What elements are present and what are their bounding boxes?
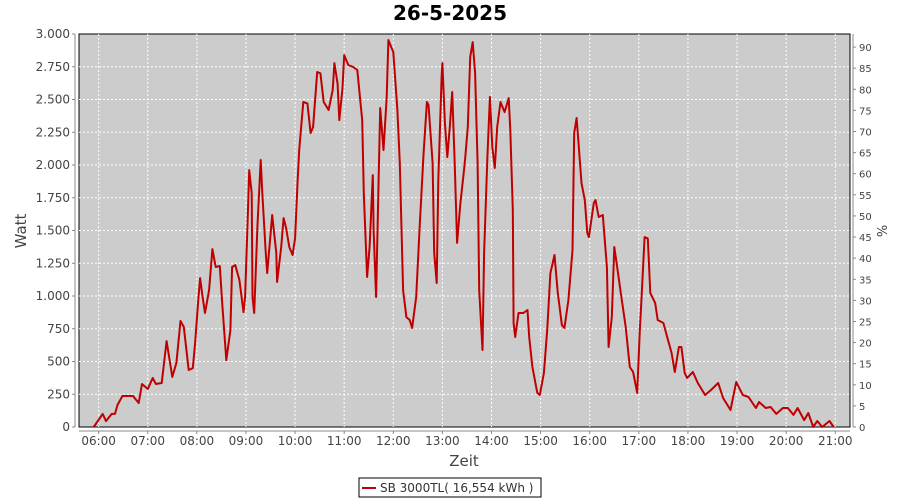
x-tick-label: 15:00 <box>523 434 558 448</box>
y2-tick-label: 10 <box>859 381 872 392</box>
y2-tick-label: 65 <box>859 149 872 160</box>
y2-tick-label: 90 <box>859 43 872 54</box>
x-tick-label: 13:00 <box>425 434 460 448</box>
y2-tick-label: 80 <box>859 85 872 96</box>
y2-tick-label: 25 <box>859 317 872 328</box>
y2-tick-label: 30 <box>859 296 872 307</box>
y-tick-label: 250 <box>47 387 70 401</box>
x-tick-label: 10:00 <box>278 434 313 448</box>
x-tick-label: 06:00 <box>81 434 116 448</box>
y-tick-label: 1.000 <box>36 289 70 303</box>
y2-tick-label: 0 <box>859 423 865 434</box>
y2-tick-label: 15 <box>859 360 872 371</box>
y2-tick-label: 45 <box>859 233 872 244</box>
x-tick-label: 16:00 <box>572 434 607 448</box>
y2-tick-label: 85 <box>859 64 872 75</box>
x-tick-label: 09:00 <box>229 434 264 448</box>
y-tick-label: 0 <box>62 420 70 434</box>
series-line <box>92 39 835 428</box>
x-tick-label: 14:00 <box>474 434 509 448</box>
series-group <box>92 39 835 428</box>
y-tick-label: 3.000 <box>36 27 70 41</box>
y2-tick-label: 55 <box>859 191 872 202</box>
grid <box>79 34 850 427</box>
y-tick-label: 750 <box>47 322 70 336</box>
y-tick-label: 2.750 <box>36 60 70 74</box>
y2-tick-label: 40 <box>859 254 872 265</box>
legend-label: SB 3000TL( 16,554 kWh ) <box>380 481 533 495</box>
x-tick-label: 18:00 <box>671 434 706 448</box>
y2-tick-label: 50 <box>859 212 872 223</box>
x-tick-label: 12:00 <box>376 434 411 448</box>
x-tick-label: 07:00 <box>130 434 165 448</box>
x-tick-label: 20:00 <box>769 434 804 448</box>
y-tick-label: 1.500 <box>36 224 70 238</box>
y-axis-label: Watt <box>12 213 30 248</box>
y2-tick-label: 70 <box>859 128 872 139</box>
legend-box <box>358 477 542 498</box>
y-tick-label: 2.000 <box>36 158 70 172</box>
chart-title: 26-5-2025 <box>393 1 507 25</box>
axes: 02505007501.0001.2501.5001.7502.0002.250… <box>36 27 872 448</box>
y2-tick-label: 60 <box>859 170 872 181</box>
x-tick-label: 08:00 <box>180 434 215 448</box>
x-axis-label: Zeit <box>449 452 479 470</box>
y-tick-label: 2.250 <box>36 125 70 139</box>
y-tick-label: 2.500 <box>36 93 70 107</box>
x-tick-label: 11:00 <box>327 434 362 448</box>
y2-tick-label: 5 <box>859 402 865 413</box>
y2-tick-label: 75 <box>859 106 872 117</box>
x-tick-label: 19:00 <box>720 434 755 448</box>
y-tick-label: 1.750 <box>36 191 70 205</box>
legend: SB 3000TL( 16,554 kWh ) <box>358 477 542 498</box>
y-tick-label: 500 <box>47 355 70 369</box>
x-tick-label: 21:00 <box>818 434 853 448</box>
y2-tick-label: 20 <box>859 339 872 350</box>
y2-axis-label: % <box>876 225 891 237</box>
x-tick-label: 17:00 <box>622 434 657 448</box>
y-tick-label: 1.250 <box>36 256 70 270</box>
y2-tick-label: 35 <box>859 275 872 286</box>
